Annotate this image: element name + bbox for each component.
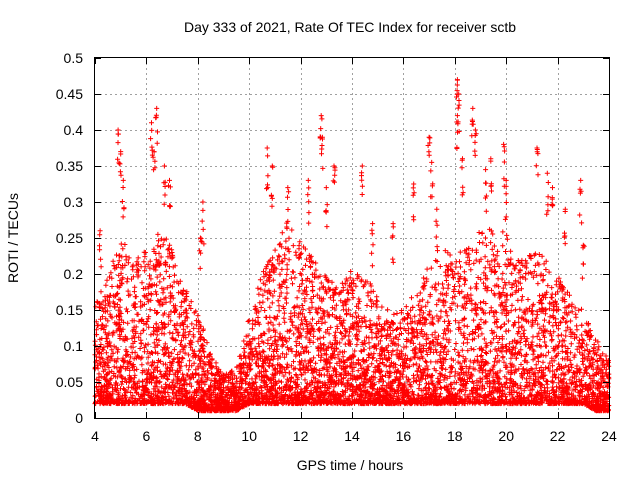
x-tick-label: 12 [293,428,309,444]
x-axis-label: GPS time / hours [297,457,404,473]
y-tick-label: 0.1 [64,338,84,354]
x-tick-label: 24 [601,428,617,444]
x-tick-label: 6 [143,428,151,444]
x-axis-tick-labels: 4 6 8 10 12 14 16 18 20 22 24 [91,428,617,444]
y-tick-label: 0 [75,410,83,426]
y-tick-label: 0.25 [56,230,83,246]
x-tick-label: 14 [344,428,360,444]
y-axis-label: ROTI / TECUs [5,193,21,283]
scatter-point-markers [92,77,612,414]
x-tick-label: 22 [550,428,566,444]
data-points [92,77,612,414]
y-tick-label: 0.4 [64,122,84,138]
y-tick-label: 0.45 [56,86,83,102]
plot-frame [94,57,610,419]
y-tick-label: 0.35 [56,158,83,174]
x-tick-label: 8 [194,428,202,444]
x-tick-label: 20 [498,428,514,444]
y-axis-tick-labels: 0 0.05 0.1 0.15 0.2 0.25 0.3 0.35 0.4 0.45 0.5 [56,50,83,426]
axis-ticks [95,58,610,419]
x-tick-label: 4 [91,428,99,444]
y-tick-label: 0.5 [64,50,84,66]
y-tick-label: 0.3 [64,194,84,210]
y-tick-label: 0.2 [64,266,84,282]
x-tick-label: 10 [241,428,257,444]
y-tick-label: 0.05 [56,374,83,390]
y-tick-label: 0.15 [56,302,83,318]
x-tick-label: 18 [447,428,463,444]
x-tick-label: 16 [396,428,412,444]
chart-title: Day 333 of 2021, Rate Of TEC Index for r… [184,19,516,35]
